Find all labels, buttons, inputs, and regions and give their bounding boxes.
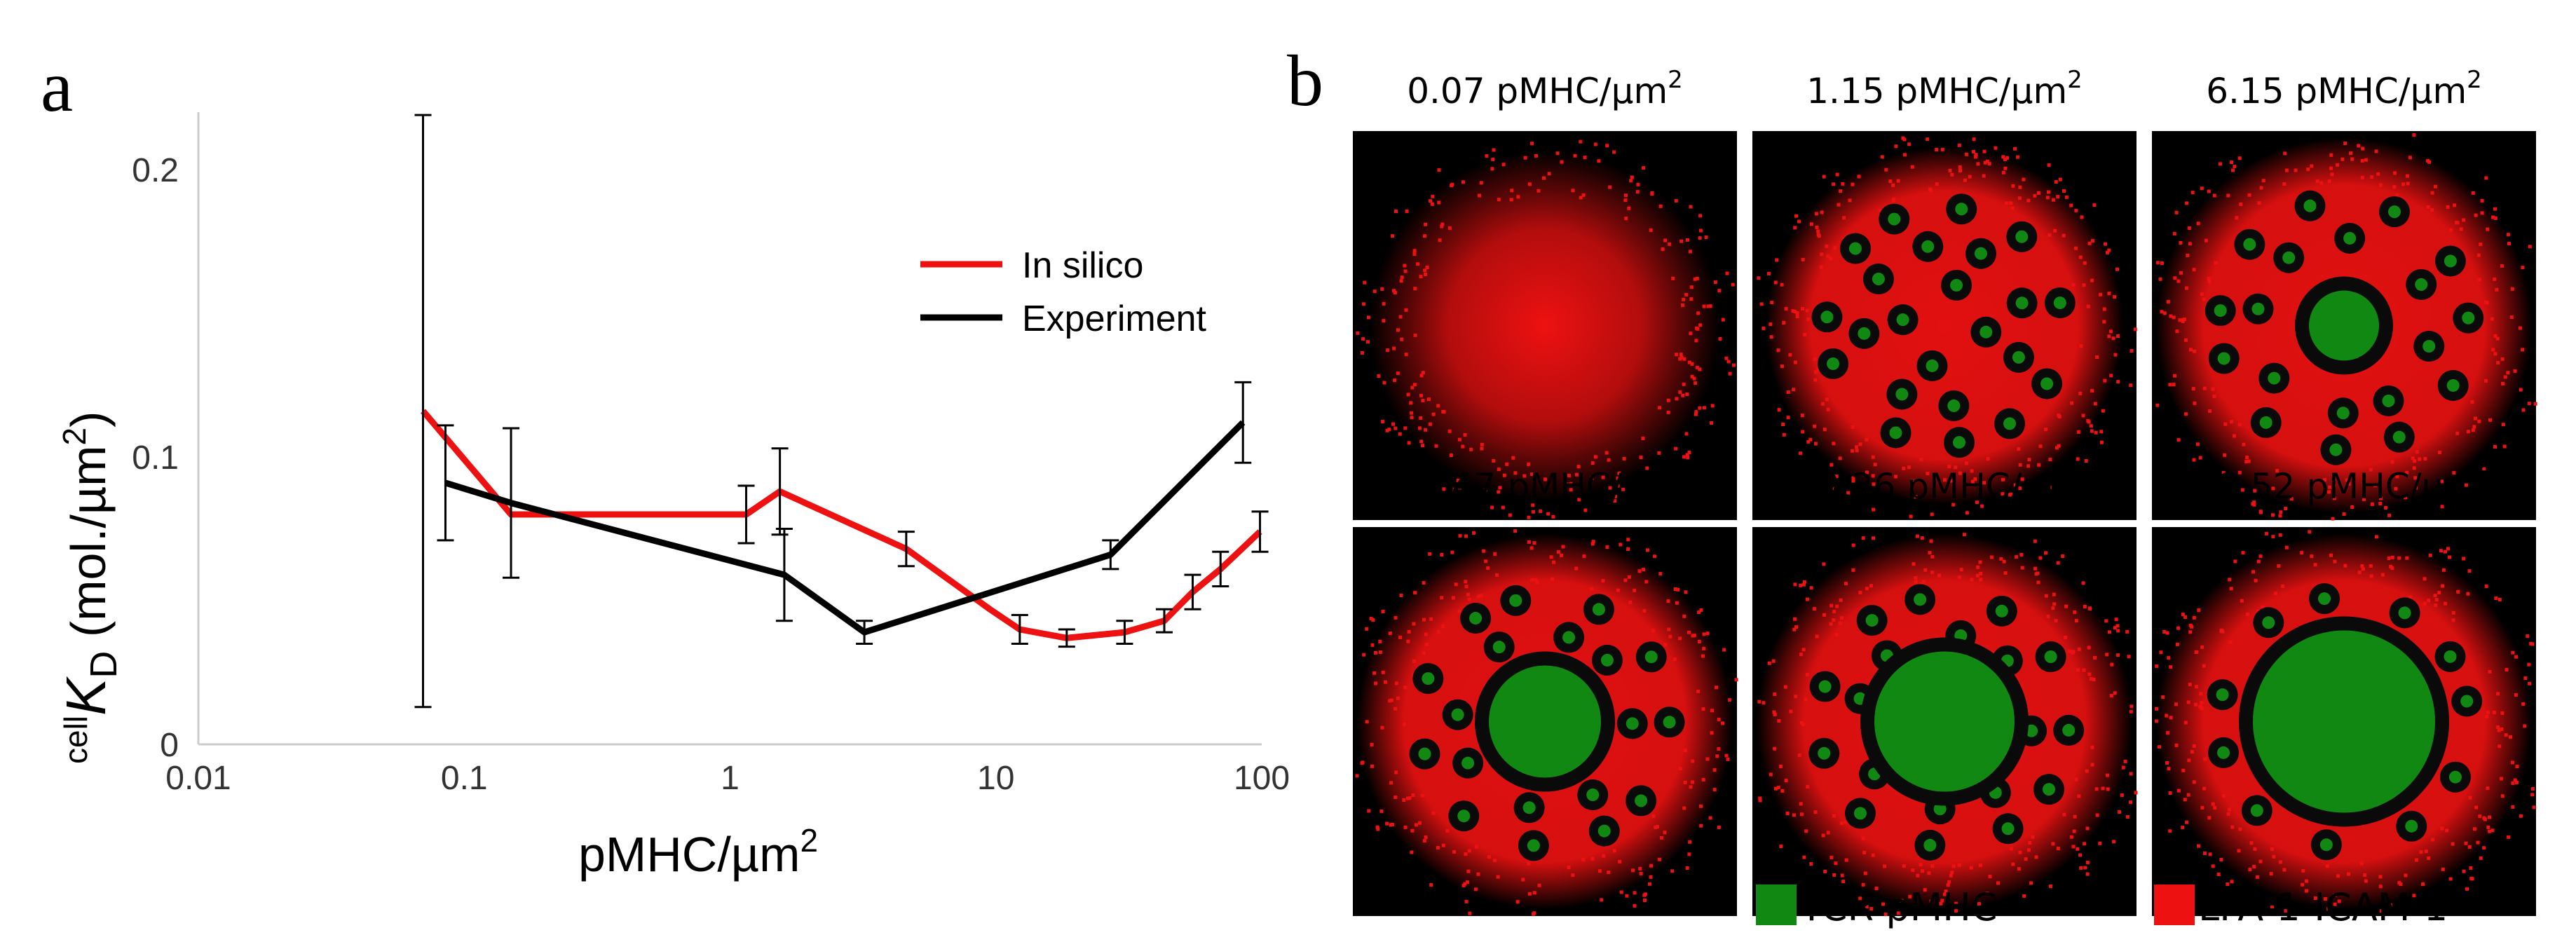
synapse-panel: 49.26 pMHC/µm2 (1752, 461, 2138, 917)
x-tick-label: 1 (721, 760, 740, 797)
error-bar-experiment (1102, 539, 1119, 571)
csmac-center (1489, 665, 1601, 778)
red-speckle (1757, 533, 2138, 917)
series-line-experiment (444, 420, 1246, 636)
legend-swatch-tcr-pmhc (1756, 885, 1797, 925)
y-tick-label: 0.2 (132, 152, 179, 189)
chart-legend: In silico Experiment (920, 245, 1207, 339)
image-legend: TCR-pMHC LFA-1-ICAM-1 (1756, 885, 2448, 929)
x-tick-label: 10 (977, 760, 1014, 797)
red-speckle (2155, 530, 2536, 913)
y-axis-title: cellKD (mol./µm2) (55, 411, 125, 764)
error-bar-experiment (1234, 381, 1252, 464)
tcr-microclusters (1409, 585, 1685, 861)
synapse-panel: 0.07 pMHC/µm2 (1353, 66, 1737, 520)
tcr-microclusters (1811, 193, 2076, 458)
synapse-panel-title: 0.07 pMHC/µm2 (1407, 66, 1683, 111)
error-bar-in-silico (1011, 614, 1028, 645)
synapse-panel: 98.52 pMHC/µm2 (2152, 461, 2536, 916)
error-bar-experiment (856, 620, 873, 645)
csmac-center (2253, 630, 2435, 813)
error-bar-experiment (414, 114, 432, 709)
error-bar-in-silico (1184, 573, 1201, 610)
synapse-panel: 1.15 pMHC/µm2 (1752, 66, 2137, 520)
panel-label-a: a (41, 46, 73, 127)
panel-label-b: b (1287, 41, 1323, 121)
synapse-panel-title: 49.26 pMHC/µm2 (1795, 461, 2093, 507)
x-tick-label: 0.01 (165, 760, 231, 797)
error-bar-in-silico (771, 447, 789, 536)
error-bar-experiment (437, 424, 454, 542)
red-speckle (1356, 139, 1736, 519)
legend-swatch-lfa-icam (2154, 885, 2195, 925)
error-bar-experiment (775, 528, 793, 622)
legend-label-experiment: Experiment (1022, 299, 1207, 339)
csmac-center (1874, 651, 2015, 792)
red-speckle (2155, 133, 2537, 521)
csmac-center (2309, 290, 2379, 361)
synapse-panel-title: 18.47 pMHC/µm2 (1396, 461, 1694, 507)
synapse-image-grid: 0.07 pMHC/µm2 1.15 pMHC/µm2 6.15 pMHC/µm2 1… (1353, 66, 2537, 917)
red-speckle (1355, 529, 1738, 916)
synapse-panel-title: 98.52 pMHC/µm2 (2195, 461, 2493, 507)
error-bar-in-silico (737, 484, 755, 545)
error-bar-in-silico (1155, 608, 1173, 634)
kd-line-chart: 0.01 0.1 1 10 100 0 0.1 0.2 pMHC/µm2 cellKD (mo… (55, 112, 1290, 882)
error-bar-in-silico (1212, 550, 1229, 587)
x-axis-title: pMHC/µm2 (578, 822, 818, 882)
y-tick-label: 0.1 (132, 439, 179, 477)
legend-label-lfa-icam: LFA-1-ICAM-1 (2198, 885, 2448, 929)
legend-label-tcr-pmhc: TCR-pMHC (1799, 885, 1998, 929)
synapse-panel: 6.15 pMHC/µm2 (2152, 66, 2537, 521)
red-speckle (1757, 136, 2137, 519)
error-bar-in-silico (1116, 620, 1133, 645)
lfa-icam-cloud (1370, 150, 1720, 501)
synapse-panel-title: 6.15 pMHC/µm2 (2206, 66, 2482, 111)
error-bar-in-silico (1058, 628, 1075, 648)
error-bar-in-silico (1251, 510, 1269, 553)
synapse-panel: 18.47 pMHC/µm2 (1353, 461, 1738, 916)
tcr-microclusters (2204, 190, 2484, 465)
synapse-panel-title: 1.15 pMHC/µm2 (1806, 66, 2083, 111)
series-line-in-silico (421, 409, 1262, 641)
x-tick-label: 100 (1234, 760, 1290, 797)
error-bar-in-silico (897, 531, 915, 568)
x-tick-label: 0.1 (441, 760, 488, 797)
error-bar-experiment (503, 427, 520, 579)
legend-label-in-silico: In silico (1022, 245, 1143, 286)
y-tick-label: 0 (160, 727, 179, 764)
